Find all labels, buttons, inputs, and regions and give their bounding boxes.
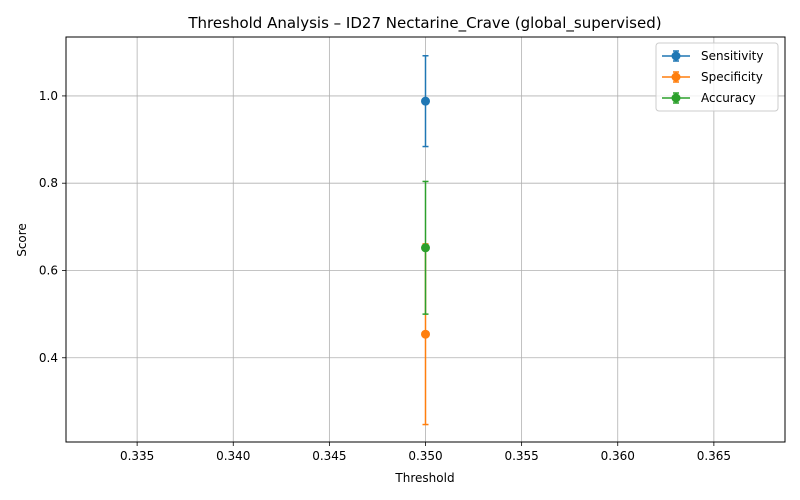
y-tick-label: 0.8: [39, 176, 58, 190]
legend-marker: [671, 72, 681, 82]
legend-label: Specificity: [701, 70, 763, 84]
x-tick-label: 0.340: [216, 449, 250, 463]
x-tick-label: 0.335: [120, 449, 154, 463]
y-tick-label: 0.6: [39, 263, 58, 277]
legend-label: Accuracy: [701, 91, 756, 105]
series-layer: [421, 55, 430, 426]
legend-box: [655, 42, 779, 112]
legend: Sensitivity Specificity Accuracy: [655, 42, 779, 112]
data-point: [421, 329, 430, 339]
y-tick-label: 1.0: [39, 89, 58, 103]
y-tick-label: 0.4: [39, 351, 58, 365]
legend-marker: [671, 51, 681, 61]
x-axis-ticks: 0.335 0.340 0.345 0.350 0.355 0.360 0.365: [120, 442, 731, 463]
legend-marker: [671, 93, 681, 103]
data-point: [421, 96, 430, 106]
data-point: [421, 243, 430, 253]
x-tick-label: 0.350: [408, 449, 442, 463]
y-axis-label: Score: [15, 223, 29, 257]
legend-label: Sensitivity: [701, 49, 763, 63]
x-tick-label: 0.365: [697, 449, 731, 463]
x-tick-label: 0.345: [312, 449, 346, 463]
x-tick-label: 0.355: [504, 449, 538, 463]
chart-title: Threshold Analysis – ID27 Nectarine_Crav…: [187, 14, 661, 33]
y-axis-ticks: 0.4 0.6 0.8 1.0: [39, 89, 66, 365]
x-axis-label: Threshold: [394, 471, 454, 485]
x-tick-label: 0.360: [601, 449, 635, 463]
